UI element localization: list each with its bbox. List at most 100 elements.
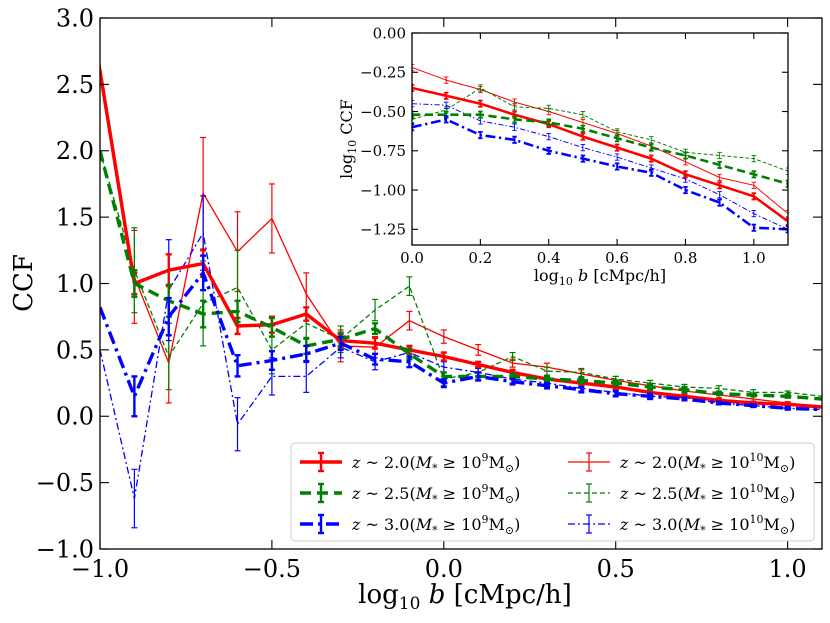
legend-close: )	[514, 484, 520, 503]
inset-series-line-1	[412, 113, 788, 186]
inset-panel: 0.0 0.2 0.4 0.6 0.8 1.0 −1.25 −1.00 −0.75 −0.50 −0…	[337, 24, 789, 288]
inset-xtick-label: 0.6	[605, 249, 629, 267]
legend-mass: M	[415, 515, 433, 534]
main-series-line-1	[100, 150, 822, 401]
inset-point-4-11	[785, 167, 788, 175]
main-point-1-5	[268, 316, 275, 338]
inset-point-2-8	[683, 185, 688, 195]
main-point-4-9	[406, 276, 413, 297]
main-plot-area	[100, 64, 822, 529]
main-point-1-16	[647, 383, 654, 391]
inset-point-2-0	[412, 123, 415, 132]
legend-rel: ≥ 10	[706, 515, 750, 534]
inset-ytick-label: −1.25	[360, 221, 406, 239]
legend-unit: M	[764, 515, 780, 534]
main-ytick-label: 0.5	[56, 336, 94, 364]
legend-entry-4: z ~ 2.5(M* ≥ 1010M⊙)	[568, 482, 795, 506]
legend-rel: ≥ 10	[706, 484, 750, 503]
ylabel-sub: 10	[346, 140, 359, 154]
inset-point-2-4	[546, 146, 551, 155]
main-ytick-label: −1.0	[36, 535, 94, 563]
main-point-2-16	[647, 392, 654, 401]
legend-entry-5: z ~ 3.0(M* ≥ 1010M⊙)	[568, 513, 795, 537]
inset-series-2	[412, 115, 788, 234]
main-point-2-8	[372, 352, 379, 366]
legend-unit-sub: ⊙	[505, 493, 514, 506]
main-ytick-label: 0.0	[56, 403, 94, 431]
inset-point-0-1	[443, 91, 449, 100]
main-point-2-14	[578, 385, 585, 394]
inset-series-line-0	[412, 86, 788, 223]
main-point-1-3	[200, 299, 207, 329]
inset-point-1-3	[512, 115, 517, 124]
legend-exp: 9	[482, 513, 489, 526]
legend-z: z	[619, 453, 629, 472]
inset-series-line-2	[412, 118, 788, 231]
inset-point-5-10	[751, 210, 757, 218]
main-point-2-18	[715, 400, 722, 406]
main-ytick-label: 1.5	[56, 204, 94, 232]
inset-ytick-label: −0.50	[360, 103, 406, 121]
main-point-2-11	[475, 371, 482, 382]
main-point-2-5	[268, 350, 275, 371]
inset-point-1-8	[683, 151, 688, 160]
inset-point-2-1	[443, 115, 449, 124]
inset-point-3-11	[785, 210, 788, 218]
legend-entry-2: z ~ 3.0(M* ≥ 109M⊙)	[300, 513, 520, 537]
xlabel-unit: [cMpc/h]	[588, 266, 666, 285]
inset-point-4-10	[751, 155, 757, 163]
inset-point-1-7	[649, 143, 654, 152]
legend-unit-sub: ⊙	[780, 462, 789, 475]
legend-mass-sub: *	[432, 493, 438, 506]
main-point-5-4	[234, 397, 241, 452]
main-point-2-17	[681, 396, 688, 402]
legend-unit-sub: ⊙	[780, 524, 789, 537]
inset-y-axis-label: log10 CCF	[337, 99, 359, 179]
main-point-3-9	[406, 310, 413, 331]
inset-point-4-5	[580, 111, 586, 119]
inset-point-2-2	[478, 131, 483, 140]
inset-xtick-label: 0.8	[674, 249, 698, 267]
inset-point-1-11	[785, 179, 788, 188]
legend-z: z	[619, 484, 629, 503]
inset-frame	[411, 32, 789, 246]
xlabel-log: log	[358, 580, 399, 610]
legend-exp: 9	[482, 482, 489, 495]
main-point-1-19	[750, 392, 757, 398]
xlabel-unit: [cMpc/h]	[445, 580, 571, 610]
inset-x-axis-label: log10 b [cMpc/h]	[534, 266, 666, 288]
legend-mass: M	[683, 484, 701, 503]
inset-point-0-8	[683, 170, 688, 179]
legend-mass-sub: *	[700, 493, 706, 506]
inset-point-2-7	[649, 168, 654, 177]
xlabel-var: b	[573, 266, 588, 285]
inset-point-5-0	[412, 100, 415, 108]
inset-ytick-label: 0.00	[373, 24, 406, 42]
main-ytick-label: 3.0	[56, 4, 94, 32]
legend-z: z	[351, 515, 361, 534]
inset-point-4-7	[649, 136, 654, 144]
main-xtick-label: −1.0	[71, 555, 129, 583]
main-point-1-13	[543, 375, 550, 383]
main-y-axis-label: CCF	[9, 254, 39, 312]
legend-mass: M	[683, 515, 701, 534]
inset-point-2-9	[717, 198, 722, 207]
main-point-0-11	[475, 360, 482, 369]
legend-close: )	[789, 515, 795, 534]
legend-mass-sub: *	[700, 462, 706, 475]
legend-label: z ~ 3.0(M* ≥ 1010M⊙)	[619, 513, 795, 537]
inset-xtick-label: 0.0	[400, 249, 424, 267]
main-point-2-4	[234, 353, 241, 378]
inset-point-5-5	[580, 144, 586, 152]
legend-unit-sub: ⊙	[780, 493, 789, 506]
legend-close: )	[789, 453, 795, 472]
main-ytick-label: −0.5	[36, 469, 94, 497]
legend-close: )	[789, 484, 795, 503]
main-point-2-10	[440, 377, 447, 389]
legend-zval: ~ 3.0(	[628, 515, 683, 534]
legend: z ~ 2.0(M* ≥ 109M⊙)z ~ 2.5(M* ≥ 109M⊙)z …	[290, 442, 815, 542]
main-point-4-18	[715, 385, 722, 392]
inset-point-1-9	[717, 160, 722, 169]
main-axes: −1.0 −0.5 0.0 0.5 1.0 −1.0 −0.5 0.0 0.5 1.0 1.5 2.0…	[36, 4, 823, 583]
